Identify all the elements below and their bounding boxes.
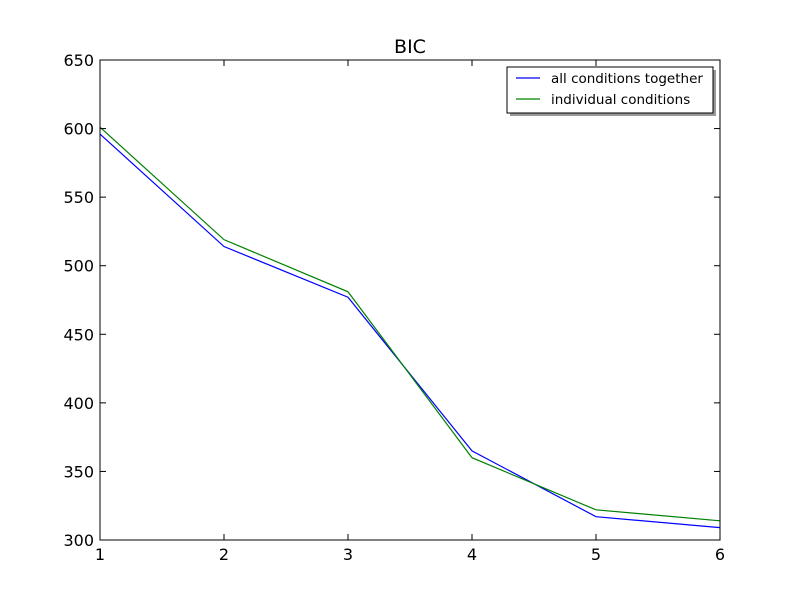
x-tick-label: 5 — [591, 545, 601, 564]
x-tick-label: 6 — [715, 545, 725, 564]
y-tick-label: 550 — [63, 188, 94, 207]
y-tick-label: 350 — [63, 462, 94, 481]
chart-title: BIC — [394, 36, 426, 58]
x-tick-label: 4 — [467, 545, 477, 564]
x-tick-label: 1 — [95, 545, 105, 564]
legend-label: individual conditions — [551, 92, 690, 108]
series-layer — [99, 126, 721, 529]
y-tick-label: 400 — [63, 394, 94, 413]
legend: all conditions together individual condit… — [506, 66, 716, 116]
legend-box — [506, 66, 714, 114]
y-tick-label: 650 — [63, 51, 94, 70]
x-tick-label: 2 — [219, 545, 229, 564]
y-tick-label: 600 — [63, 120, 94, 139]
series-line-1 — [99, 133, 721, 529]
y-tick-label: 500 — [63, 257, 94, 276]
y-tick-label: 300 — [63, 531, 94, 550]
x-tick-label: 3 — [343, 545, 353, 564]
plot-frame — [99, 59, 721, 541]
series-line-2 — [99, 126, 721, 522]
y-tick-label: 450 — [63, 325, 94, 344]
ticks-layer: 1 2 3 4 5 6 300 350 400 450 500 550 600 650 — [63, 51, 725, 564]
legend-label: all conditions together — [551, 71, 703, 87]
